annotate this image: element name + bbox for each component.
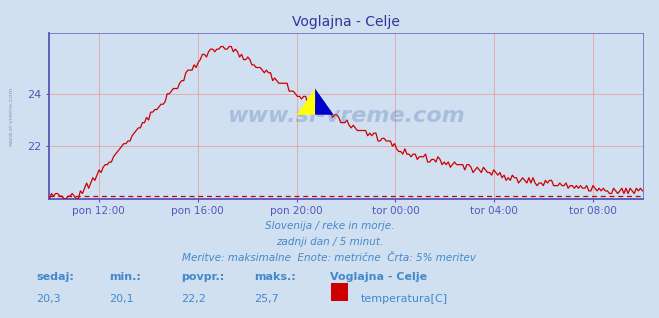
Text: temperatura[C]: temperatura[C] xyxy=(361,294,448,304)
Text: 20,1: 20,1 xyxy=(109,294,133,304)
Text: 20,3: 20,3 xyxy=(36,294,61,304)
Text: 25,7: 25,7 xyxy=(254,294,279,304)
Text: Slovenija / reke in morje.: Slovenija / reke in morje. xyxy=(265,221,394,231)
Text: min.:: min.: xyxy=(109,272,140,282)
Text: povpr.:: povpr.: xyxy=(181,272,225,282)
Polygon shape xyxy=(297,88,315,115)
Text: 22,2: 22,2 xyxy=(181,294,206,304)
Text: www.si-vreme.com: www.si-vreme.com xyxy=(227,106,465,126)
Text: maks.:: maks.: xyxy=(254,272,295,282)
Text: sedaj:: sedaj: xyxy=(36,272,74,282)
Text: www.si-vreme.com: www.si-vreme.com xyxy=(9,86,13,146)
Polygon shape xyxy=(315,88,333,115)
Title: Voglajna - Celje: Voglajna - Celje xyxy=(292,16,400,30)
Text: zadnji dan / 5 minut.: zadnji dan / 5 minut. xyxy=(276,237,383,247)
Text: Voglajna - Celje: Voglajna - Celje xyxy=(330,272,426,282)
Text: Meritve: maksimalne  Enote: metrične  Črta: 5% meritev: Meritve: maksimalne Enote: metrične Črta… xyxy=(183,253,476,263)
